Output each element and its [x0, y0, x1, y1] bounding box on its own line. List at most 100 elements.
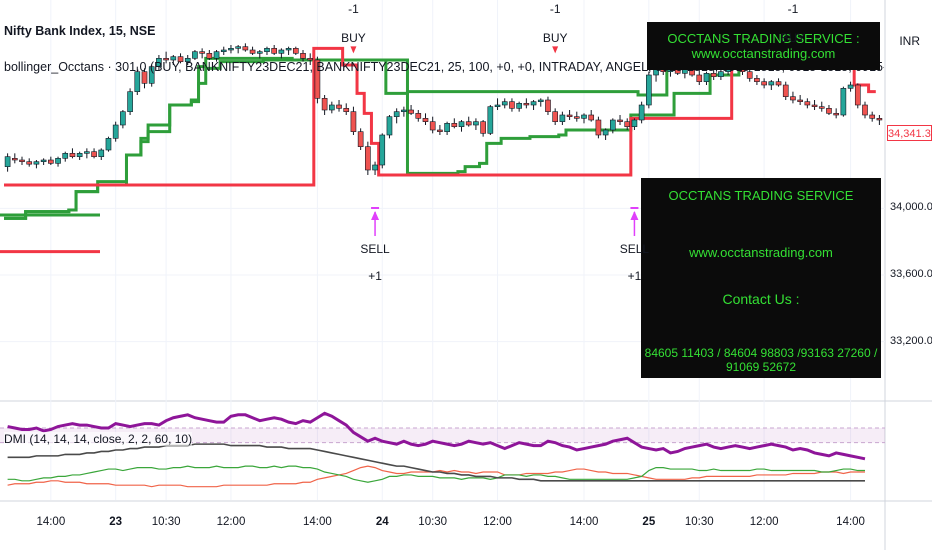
candle-body [372, 164, 378, 171]
candle-body [228, 48, 234, 51]
candle-body [141, 71, 148, 84]
candle-body [509, 101, 515, 109]
candle-body [336, 104, 342, 109]
signal-qty: -1 [787, 2, 799, 16]
candle-body [170, 56, 177, 61]
candle-body [718, 71, 724, 77]
candle-body [76, 153, 83, 157]
candle-body [206, 53, 213, 59]
buy-arrow-head [350, 46, 357, 54]
candle-body [134, 71, 141, 92]
sell-arrow-head [630, 211, 639, 220]
candle-body [148, 66, 155, 84]
candle-body [271, 48, 278, 54]
candle-body [40, 159, 47, 162]
candle-body [826, 108, 832, 114]
candle-body [494, 104, 501, 107]
candle-body [329, 104, 335, 111]
candle-body [581, 114, 587, 119]
candle-body [379, 134, 386, 166]
candle-body [862, 104, 868, 116]
candle-body [220, 49, 227, 52]
candle-body [501, 101, 508, 106]
candle-body [408, 109, 414, 114]
candle-body [365, 146, 371, 171]
candle-body [566, 114, 573, 117]
candle-body [55, 158, 61, 164]
candle-body [437, 129, 443, 132]
candle-body [156, 58, 162, 67]
candle-body [703, 73, 710, 82]
candle-body [609, 119, 616, 131]
candle-body [811, 104, 818, 107]
candle-body [775, 81, 782, 86]
signal-qty: -1 [549, 2, 561, 16]
x-tick-label: 12:00 [216, 516, 246, 528]
candle-body [782, 84, 789, 97]
x-tick-label: 23 [109, 516, 123, 528]
candle-body [285, 48, 292, 51]
candle-body [314, 59, 321, 99]
candle-body [393, 111, 400, 117]
candle-body [790, 96, 796, 101]
symbol-title[interactable]: Nifty Bank Index, 15, NSE [4, 24, 156, 38]
candle-body [235, 46, 241, 49]
candle-body [473, 121, 479, 126]
candle-body [847, 84, 854, 89]
candle-body [696, 74, 703, 82]
candle-body [386, 116, 393, 136]
dmi-adx-line [7, 443, 865, 482]
candle-body [343, 108, 350, 112]
info-website: www.occtanstrading.com [689, 245, 833, 260]
dmi-minus-di-line [7, 465, 865, 488]
x-tick-label: 14:00 [569, 516, 599, 528]
candle-body [91, 151, 97, 157]
candle-body [105, 138, 112, 151]
dmi-band [0, 428, 885, 443]
signal-action-label: BUY [780, 31, 806, 45]
signal-qty: -1 [348, 2, 359, 16]
candle-body [638, 104, 645, 121]
candle-body [588, 114, 595, 121]
candle-body [573, 116, 580, 119]
candle-body [818, 106, 825, 109]
candle-body [646, 74, 652, 106]
candle-body [876, 118, 883, 121]
candle-body [33, 161, 40, 165]
candle-body [98, 149, 105, 157]
signal-qty: +1 [368, 269, 382, 283]
candle-body [523, 103, 530, 106]
candle-body [19, 159, 25, 162]
candle-body [530, 101, 537, 106]
candle-body [746, 71, 753, 79]
candle-body [624, 121, 631, 127]
candle-body [869, 114, 876, 119]
y-tick-label: 34,000.00 [890, 201, 932, 214]
last-price-badge: 34,341.30 [887, 125, 932, 141]
candle-body [595, 119, 602, 136]
candle-body [192, 51, 198, 59]
dmi-adxr-line [7, 411, 866, 461]
candle-body [177, 56, 184, 62]
currency-label[interactable]: INR [899, 34, 920, 48]
candle-body [163, 58, 169, 61]
candle-body [415, 113, 422, 119]
info-title: OCCTANS TRADING SERVICE [668, 188, 854, 203]
candle-body [804, 101, 811, 106]
candle-body [444, 123, 450, 132]
candle-body [710, 73, 717, 77]
candle-body [761, 81, 767, 86]
signal-action-label: BUY [542, 31, 568, 45]
x-tick-label: 12:00 [483, 516, 512, 528]
candle-body [480, 121, 486, 134]
dmi-legend[interactable]: DMI (14, 14, 14, close, 2, 2, 60, 10) [4, 432, 193, 446]
candle-body [256, 51, 263, 54]
candle-body [797, 99, 803, 102]
x-tick-label: 25 [642, 516, 656, 528]
promo-banner-text: OCCTANS TRADING SERVICE : www.occtanstra… [667, 31, 860, 61]
candle-body [69, 153, 76, 157]
candle-body [545, 99, 551, 112]
candle-body [278, 49, 285, 54]
y-tick-label: 33,200.00 [890, 334, 932, 347]
candle-body [300, 53, 306, 59]
